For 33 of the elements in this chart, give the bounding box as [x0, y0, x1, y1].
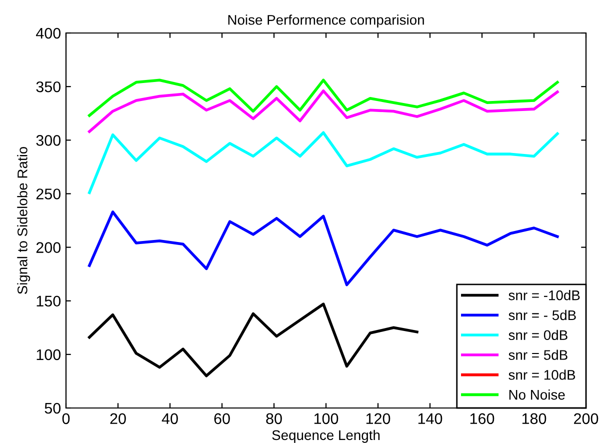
- x-tick-label: 40: [162, 413, 178, 424]
- y-tick-label: 350: [36, 81, 61, 92]
- legend-label: No Noise: [509, 389, 565, 400]
- legend-label: snr = 0dB: [508, 330, 568, 340]
- y-tick-label: 200: [36, 242, 61, 253]
- legend-label: snr = -10dB: [508, 290, 580, 300]
- y-tick-label: 250: [36, 188, 61, 200]
- line-series: [88, 131, 559, 194]
- x-tick-label: 60: [214, 413, 230, 424]
- y-tick-label: 400: [36, 28, 61, 39]
- x-tick-label: 120: [366, 413, 390, 424]
- x-tick-label: 20: [110, 413, 126, 424]
- x-tick-label: 200: [574, 413, 598, 424]
- legend-label: snr = 5dB: [508, 350, 568, 360]
- y-axis-title: Signal to Sidelobe Ratio: [17, 146, 30, 294]
- y-tick-label: 100: [36, 349, 61, 360]
- x-tick-label: 0: [62, 413, 70, 424]
- x-axis-title: Sequence Length: [272, 430, 380, 443]
- x-tick-label: 80: [266, 413, 282, 424]
- line-series: [88, 302, 418, 378]
- line-series: [88, 89, 559, 133]
- y-tick-label: 50: [44, 402, 61, 414]
- legend-label: snr = - 5dB: [508, 310, 576, 320]
- line-series: [88, 210, 559, 286]
- x-tick-label: 160: [470, 413, 494, 424]
- y-tick-label: 150: [36, 296, 61, 307]
- x-tick-label: 140: [418, 413, 442, 424]
- y-tick-label: 300: [36, 135, 61, 146]
- chart-title: Noise Performence comparision: [228, 14, 424, 28]
- legend-label: snr = 10dB: [508, 370, 576, 380]
- x-tick-label: 180: [522, 413, 546, 424]
- x-tick-label: 100: [314, 413, 338, 424]
- line-series: [88, 78, 559, 117]
